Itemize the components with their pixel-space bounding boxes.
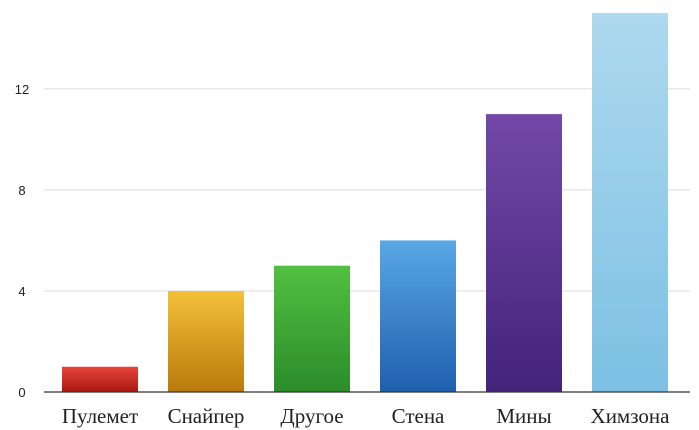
x-axis-ticks: Пулемет Снайпер Другое Стена Мины Химзона <box>62 404 670 428</box>
x-tick-label: Другое <box>280 404 343 428</box>
x-tick-label: Химзона <box>591 404 671 428</box>
bar-4 <box>380 240 456 392</box>
bar-6 <box>592 13 668 392</box>
y-tick-label: 4 <box>18 284 25 299</box>
bar-5 <box>486 114 562 393</box>
x-tick-label: Пулемет <box>62 404 138 428</box>
y-axis-ticks: 0 4 8 12 <box>15 82 29 400</box>
y-tick-label: 8 <box>18 183 25 198</box>
x-tick-label: Стена <box>392 404 445 428</box>
y-tick-label: 0 <box>18 385 25 400</box>
y-tick-label: 12 <box>15 82 29 97</box>
bar-1 <box>62 366 138 392</box>
bars <box>62 13 668 393</box>
bar-2 <box>168 290 244 392</box>
bar-3 <box>274 265 350 392</box>
x-tick-label: Мины <box>496 404 551 428</box>
x-tick-label: Снайпер <box>168 404 245 428</box>
gridlines <box>44 88 690 292</box>
